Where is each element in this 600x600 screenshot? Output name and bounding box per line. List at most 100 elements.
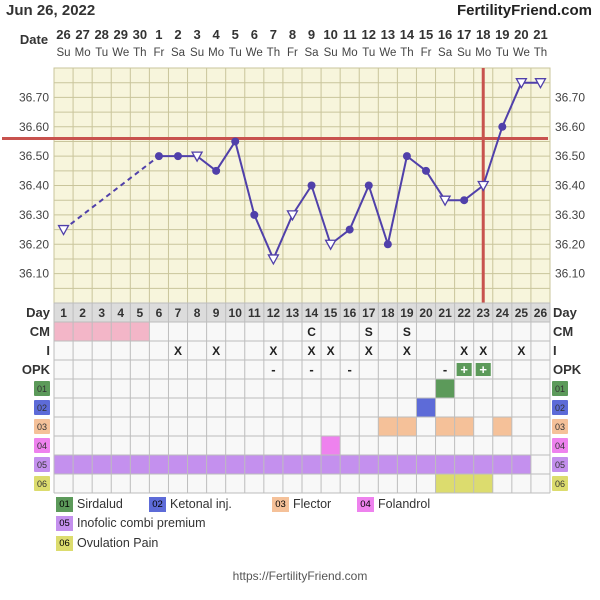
date-number: 19 xyxy=(495,27,509,42)
temperature-line xyxy=(406,155,427,172)
weekday-label: Mo xyxy=(208,47,224,59)
legend-label-06: Ovulation Pain xyxy=(77,536,159,550)
weekday-label: Mo xyxy=(342,47,358,59)
weekday-label: Tu xyxy=(229,47,242,59)
med-cell-05 xyxy=(263,455,283,474)
date-number: 1 xyxy=(155,27,162,42)
cycle-day-number: 20 xyxy=(419,306,433,320)
temperature-line xyxy=(272,214,294,260)
temperature-point-open xyxy=(515,78,528,90)
cm-mark: C xyxy=(307,325,316,339)
temperature-point xyxy=(460,196,469,205)
cycle-day-number: 15 xyxy=(324,306,338,320)
weekday-label: Th xyxy=(534,47,547,59)
date-number: 17 xyxy=(457,27,471,42)
temperature-point xyxy=(250,210,259,219)
med-code-right: 06 xyxy=(555,479,565,489)
cm-pink-cell xyxy=(111,322,131,341)
temperature-point-open xyxy=(438,195,452,207)
date-number: 26 xyxy=(56,27,70,42)
med-cell-05 xyxy=(168,455,188,474)
y-tick-label-right: 36.30 xyxy=(555,208,585,222)
med-code-box-right xyxy=(552,457,568,472)
temperature-line xyxy=(463,184,484,201)
y-tick-label-left: 36.30 xyxy=(19,208,49,222)
opk-label-right: OPK xyxy=(553,362,582,377)
site-name[interactable]: FertilityFriend.com xyxy=(456,2,592,19)
intercourse-mark: X xyxy=(308,344,316,358)
weekday-label: Fr xyxy=(287,47,298,59)
cm-mark: S xyxy=(403,325,411,339)
med-cell-03 xyxy=(454,417,474,436)
med-cell-05 xyxy=(92,455,112,474)
weekday-label: Th xyxy=(400,47,413,59)
cycle-day-number: 26 xyxy=(534,306,548,320)
med-cell-05 xyxy=(244,455,264,474)
cycle-day-number: 6 xyxy=(156,306,163,320)
date-number: 9 xyxy=(308,27,315,42)
temperature-point xyxy=(383,240,392,249)
weekday-label: Fr xyxy=(421,47,432,59)
weekday-label: Sa xyxy=(171,47,186,59)
med-code-left: 06 xyxy=(37,479,47,489)
fertility-chart-page: { "header": {"date": "Jun 26, 2022", "si… xyxy=(2,2,592,583)
med-cell-05 xyxy=(111,455,131,474)
med-code-right: 03 xyxy=(555,422,565,432)
med-code-box-left xyxy=(34,419,50,434)
opk-negative-mark: - xyxy=(443,362,447,377)
temperature-line-dashed xyxy=(62,155,160,231)
date-number: 7 xyxy=(270,27,277,42)
cycle-day-number: 24 xyxy=(496,306,510,320)
med-cell-05 xyxy=(359,455,379,474)
med-code-box-left xyxy=(34,400,50,415)
weekday-label: Tu xyxy=(496,47,509,59)
temperature-line xyxy=(215,140,237,172)
temperature-point-open xyxy=(267,254,280,266)
date-number: 14 xyxy=(400,27,415,42)
date-number: 28 xyxy=(94,27,108,42)
med-cell-05 xyxy=(397,455,417,474)
date-row-label: Date xyxy=(20,32,48,47)
date-number: 16 xyxy=(438,27,452,42)
cycle-day-number: 5 xyxy=(137,306,144,320)
cycle-day-number: 17 xyxy=(362,306,376,320)
temperature-line xyxy=(386,155,408,245)
legend-code-05: 05 xyxy=(56,516,73,531)
weekday-label: We xyxy=(246,47,263,59)
cycle-day-number: 19 xyxy=(400,306,414,320)
cycle-day-number: 22 xyxy=(457,306,471,320)
temperature-point-open xyxy=(477,180,490,192)
temperature-point-open xyxy=(190,151,204,163)
intercourse-mark: X xyxy=(460,344,468,358)
cycle-day-number: 14 xyxy=(305,306,319,320)
weekday-label: Su xyxy=(457,47,471,59)
med-code-left: 01 xyxy=(37,384,47,394)
legend-code-02: 02 xyxy=(149,497,166,512)
cycle-day-number: 16 xyxy=(343,306,357,320)
legend-label-03: Flector xyxy=(293,497,332,511)
cm-pink-cell xyxy=(92,322,112,341)
date-number: 3 xyxy=(193,27,200,42)
y-tick-label-right: 36.20 xyxy=(555,237,585,251)
cycle-day-number: 25 xyxy=(515,306,529,320)
temperature-point xyxy=(402,152,411,161)
med-cell-05 xyxy=(378,455,398,474)
med-cell-05 xyxy=(225,455,245,474)
med-cell-05 xyxy=(130,455,150,474)
date-number: 4 xyxy=(213,27,221,42)
med-code-right: 02 xyxy=(555,403,565,413)
intercourse-mark: X xyxy=(269,344,277,358)
legend-label-02: Ketonal inj. xyxy=(170,497,232,511)
weekday-label: Fr xyxy=(153,47,164,59)
med-cell-04 xyxy=(321,436,341,455)
med-cell-05 xyxy=(149,455,169,474)
opk-negative-mark: - xyxy=(348,362,352,377)
med-code-box-right xyxy=(552,438,568,453)
med-cell-03 xyxy=(492,417,512,436)
temperature-point xyxy=(307,181,316,190)
med-cell-05 xyxy=(302,455,322,474)
cycle-day-number: 10 xyxy=(229,306,243,320)
footer-url[interactable]: https://FertilityFriend.com xyxy=(232,569,368,583)
date-number: 11 xyxy=(343,27,357,42)
med-cell-05 xyxy=(206,455,226,474)
